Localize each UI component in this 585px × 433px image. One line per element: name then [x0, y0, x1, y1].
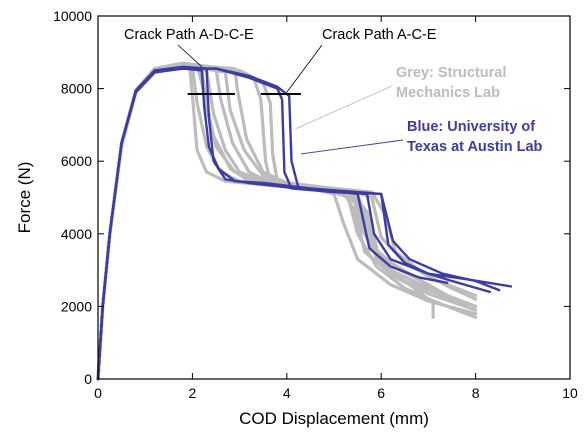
- legend-label-1-line-1: Grey: Structural: [396, 65, 506, 81]
- annotation-group: Crack Path A-D-C-E Crack Path A-C-E Grey: …: [124, 27, 543, 155]
- plot-frame: [97, 15, 571, 380]
- grey-series-line-7: [96, 61, 449, 381]
- y-tick-label: 2000: [61, 298, 92, 314]
- axes: 0 2 4 6 8 10 0 2000 4000 6000 8000 10000 COD Displac…: [15, 8, 578, 428]
- x-tick-label: 6: [377, 385, 385, 401]
- x-tick-label: 8: [472, 385, 480, 401]
- annotation-leader-2: [286, 44, 323, 93]
- x-tick-label: 0: [94, 385, 102, 401]
- blue-series-line-14: [96, 67, 501, 381]
- grey-series-line-9: [96, 63, 435, 381]
- blue-series-line-11: [96, 67, 491, 381]
- y-tick-label: 10000: [53, 8, 92, 24]
- grey-series-line-6: [96, 63, 478, 381]
- grey-series-line-4: [96, 65, 478, 381]
- blue-series-line-12: [96, 65, 449, 381]
- legend-label-2-line-1: Blue: University of: [407, 119, 535, 135]
- blue-series-line-13: [96, 67, 513, 381]
- x-tick-label: 4: [283, 385, 291, 401]
- annotation-leader-1: [177, 44, 203, 68]
- y-tick-label: 6000: [61, 153, 92, 169]
- annotation-label-1: Crack Path A-D-C-E: [124, 27, 254, 43]
- x-axis-title: COD Displacement (mm): [239, 409, 429, 428]
- legend-leader-1: [296, 85, 393, 129]
- grey-series-line-3: [96, 61, 478, 381]
- legend-label-1-line-2: Mechanics Lab: [396, 85, 500, 101]
- grey-series-group: [96, 61, 478, 381]
- grey-series-line-10: [96, 65, 478, 381]
- y-tick-label: 4000: [61, 226, 92, 242]
- grey-series-line-2: [96, 63, 478, 381]
- y-axis-title: Force (N): [15, 162, 34, 234]
- x-tick-label: 2: [189, 385, 197, 401]
- x-tick-label: 10: [562, 385, 578, 401]
- y-tick-label: 8000: [61, 81, 92, 97]
- y-tick-label: 0: [84, 371, 92, 387]
- annotation-label-2: Crack Path A-C-E: [322, 27, 437, 43]
- legend-leader-2: [300, 139, 404, 155]
- legend-label-2-line-2: Texas at Austin Lab: [407, 139, 543, 155]
- blue-series-group: [96, 65, 513, 381]
- grey-series-line-1: [96, 65, 478, 381]
- grey-series-line-5: [96, 63, 478, 381]
